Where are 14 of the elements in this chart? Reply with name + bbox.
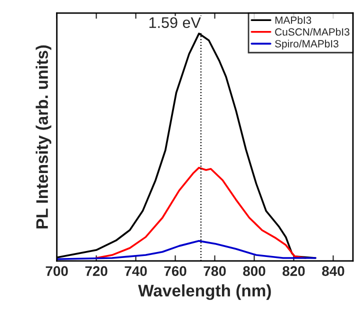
- legend-label: Spiro/MAPbI3: [275, 40, 338, 50]
- legend-label: MAPbI3: [275, 16, 312, 24]
- x-tick-label: 780: [204, 266, 226, 276]
- x-tick-label: 700: [46, 266, 68, 276]
- x-axis-title: Wavelength (nm): [138, 284, 271, 300]
- x-tick-label: 820: [282, 266, 305, 276]
- ref-line-label: 1.59 eV: [149, 17, 201, 28]
- legend-label: CuSCN/MAPbI3: [275, 28, 350, 36]
- x-tick-label: 840: [322, 266, 344, 276]
- x-tick-label: 740: [124, 266, 147, 276]
- y-axis-title: PL Intensity (arb. units): [36, 45, 52, 228]
- x-tick-label: 800: [243, 266, 266, 276]
- x-tick-label: 720: [85, 266, 108, 276]
- x-tick-label: 760: [164, 266, 186, 276]
